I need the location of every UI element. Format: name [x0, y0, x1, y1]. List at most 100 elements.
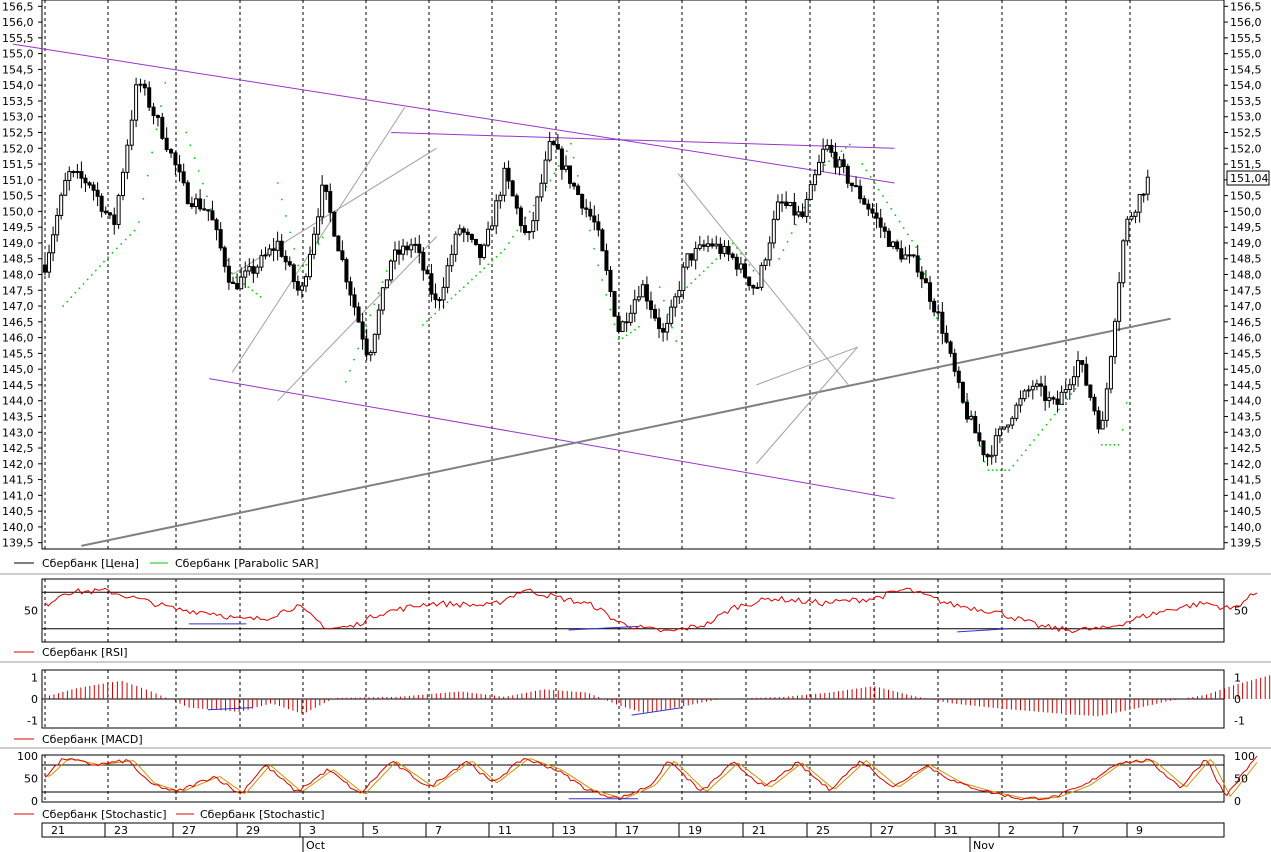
candle-body — [580, 194, 585, 209]
candle-body — [551, 140, 556, 145]
sar-dot — [1113, 443, 1116, 446]
sar-dot — [890, 207, 893, 210]
trendline — [756, 346, 858, 386]
candle-body — [1034, 383, 1039, 387]
candle-body — [1022, 390, 1027, 400]
candle-body — [449, 253, 454, 267]
candle-body — [103, 210, 108, 214]
stoch-tick-label-right: 50 — [1234, 773, 1248, 786]
sar-dot — [1037, 434, 1040, 436]
date-label: 3 — [309, 824, 316, 837]
sar-dot — [1053, 413, 1056, 416]
rsi-frame — [41, 578, 1225, 643]
stoch-tick-label-left: 100 — [17, 750, 38, 763]
sar-dot — [146, 174, 149, 177]
candle-body — [1043, 385, 1048, 402]
date-label: 25 — [816, 824, 830, 837]
sar-dot — [94, 269, 97, 272]
sar-dot — [381, 281, 384, 284]
candle-body — [1113, 320, 1118, 358]
candle-body — [710, 243, 715, 247]
candle-body — [384, 279, 389, 289]
sar-dot — [877, 188, 880, 191]
candle-body — [1039, 383, 1044, 387]
sar-dot — [886, 201, 889, 204]
candle-body — [518, 207, 523, 227]
sar-dot — [369, 314, 372, 317]
candle-body — [283, 255, 288, 263]
candle-body — [1018, 398, 1023, 406]
candle-body — [417, 243, 422, 254]
sar-dot — [446, 301, 449, 304]
candle-body — [616, 315, 621, 332]
candle-body — [808, 184, 813, 201]
candle-body — [243, 270, 248, 278]
stochastic-k-line — [44, 755, 1258, 801]
rsi-legend-label: Сбербанк [RSI] — [42, 646, 128, 659]
sar-dot — [120, 243, 123, 245]
candle-body — [498, 194, 503, 202]
sar-dot — [782, 249, 785, 252]
price-tick-label-left: 152,0 — [2, 142, 34, 155]
sar-dot — [426, 320, 428, 323]
candle-body — [977, 432, 982, 442]
candle-body — [239, 276, 244, 290]
candle-body — [657, 317, 662, 330]
sar-dot — [991, 469, 994, 472]
sar-dot — [828, 160, 830, 163]
candle-body — [771, 218, 776, 244]
sar-dot — [155, 128, 158, 131]
sar-dot — [882, 195, 884, 197]
candle-body — [677, 289, 682, 298]
candle-body — [763, 259, 768, 266]
candle-body — [291, 264, 296, 283]
candle-body — [364, 338, 369, 356]
sar-dot — [848, 143, 851, 146]
candle-body — [928, 282, 933, 302]
sar-dot — [430, 316, 433, 319]
sar-legend-label: Сбербанк [Parabolic SAR] — [175, 557, 319, 570]
candle-body — [620, 321, 625, 332]
candle-body — [592, 215, 597, 223]
price-tick-label-left: 143,5 — [2, 410, 34, 423]
price-tick-label-left: 144,0 — [2, 395, 34, 408]
candle-body — [886, 230, 891, 247]
candle-body — [376, 309, 381, 335]
macd-tick-label-right: 0 — [1234, 693, 1241, 706]
sar-dot — [434, 312, 437, 315]
candle-body — [833, 151, 838, 168]
candle-body — [164, 137, 169, 151]
rsi-line — [44, 587, 1258, 634]
candle-body — [669, 306, 674, 324]
price-tick-label-left: 151,5 — [2, 158, 34, 171]
candle-body — [263, 254, 268, 257]
candle-body — [95, 189, 100, 197]
candle-body — [878, 217, 883, 228]
candle-body — [461, 228, 466, 233]
candle-body — [1092, 396, 1097, 412]
candle-body — [169, 149, 174, 154]
sar-dot — [752, 269, 755, 272]
sar-dot — [1049, 418, 1052, 421]
candle-body — [490, 225, 495, 230]
price-tick-label-left: 142,0 — [2, 458, 34, 471]
sar-dot — [189, 144, 192, 147]
candle-body — [1014, 404, 1019, 419]
sar-dot — [565, 150, 568, 153]
price-tick-label-right: 146,5 — [1230, 316, 1262, 329]
candle-body — [295, 281, 300, 291]
candle-body — [899, 248, 904, 260]
candle-body — [279, 240, 284, 257]
candle-body — [923, 278, 928, 284]
candle-body — [681, 266, 686, 291]
candle-body — [392, 249, 397, 262]
sar-dot — [1024, 449, 1027, 452]
candle-body — [129, 119, 134, 146]
sar-dot — [357, 347, 359, 350]
candle-body — [397, 249, 402, 255]
sar-dot — [164, 81, 167, 84]
sar-dot — [193, 157, 196, 159]
candle-body — [673, 296, 678, 308]
sar-dot — [385, 270, 388, 272]
